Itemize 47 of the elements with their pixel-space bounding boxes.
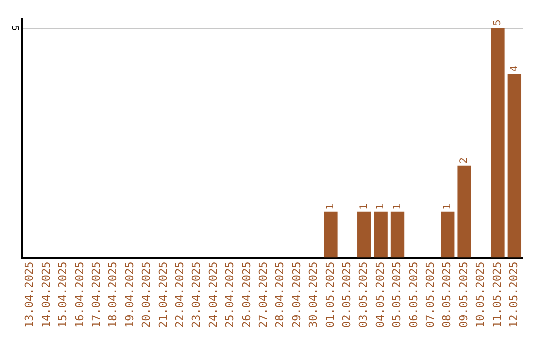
x-tick-label: 03.05.2025 (357, 262, 370, 328)
x-tick-label: 28.04.2025 (274, 262, 287, 328)
x-tick-label: 16.04.2025 (73, 262, 86, 328)
x-tick-label: 09.05.2025 (457, 262, 470, 328)
ref-line-label: 5 (10, 26, 20, 32)
x-tick-label: 14.04.2025 (40, 262, 53, 328)
x-tick-label: 18.04.2025 (106, 262, 120, 328)
x-tick-label: 04.05.2025 (374, 262, 387, 328)
bar (458, 166, 472, 258)
bar (324, 212, 338, 258)
x-tick-label: 13.04.2025 (23, 262, 36, 328)
bar (358, 212, 372, 258)
x-tick-label: 24.04.2025 (206, 262, 220, 328)
x-tick-label: 26.04.2025 (240, 262, 254, 328)
data-label: 1 (326, 203, 337, 210)
data-label: 1 (442, 203, 454, 210)
x-tick-label: 30.04.2025 (307, 262, 320, 328)
x-tick-label: 25.04.2025 (224, 262, 237, 328)
x-tick-label: 06.05.2025 (407, 262, 420, 328)
x-tick-label: 05.05.2025 (390, 262, 404, 328)
x-tick-label: 15.04.2025 (56, 262, 70, 328)
x-tick-label: 01.05.2025 (324, 262, 337, 328)
data-label: 5 (492, 20, 504, 26)
data-label: 4 (509, 66, 520, 72)
data-label: 1 (392, 203, 404, 210)
x-tick-label: 29.04.2025 (290, 262, 304, 328)
x-tick-label: 10.05.2025 (474, 262, 488, 328)
x-tick-label: 17.04.2025 (90, 262, 104, 328)
bar (441, 212, 455, 258)
x-tick-label: 12.05.2025 (508, 262, 521, 328)
data-label: 2 (459, 157, 470, 164)
x-tick-label: 22.04.2025 (174, 262, 187, 328)
x-tick-label: 23.04.2025 (190, 262, 204, 328)
x-tick-label: 08.05.2025 (440, 262, 454, 328)
bar (390, 212, 405, 258)
bar (491, 28, 505, 258)
x-tick-label: 21.04.2025 (156, 262, 170, 328)
x-tick-label: 07.05.2025 (424, 262, 438, 328)
data-label: 1 (376, 203, 387, 210)
data-label: 1 (358, 203, 370, 210)
x-tick-label: 02.05.2025 (340, 262, 354, 328)
x-tick-label: 20.04.2025 (140, 262, 154, 328)
x-tick-label: 19.04.2025 (123, 262, 136, 328)
x-tick-label: 27.04.2025 (257, 262, 270, 328)
x-tick-label: 11.05.2025 (490, 262, 504, 328)
bar (508, 74, 522, 258)
bar (374, 212, 388, 258)
